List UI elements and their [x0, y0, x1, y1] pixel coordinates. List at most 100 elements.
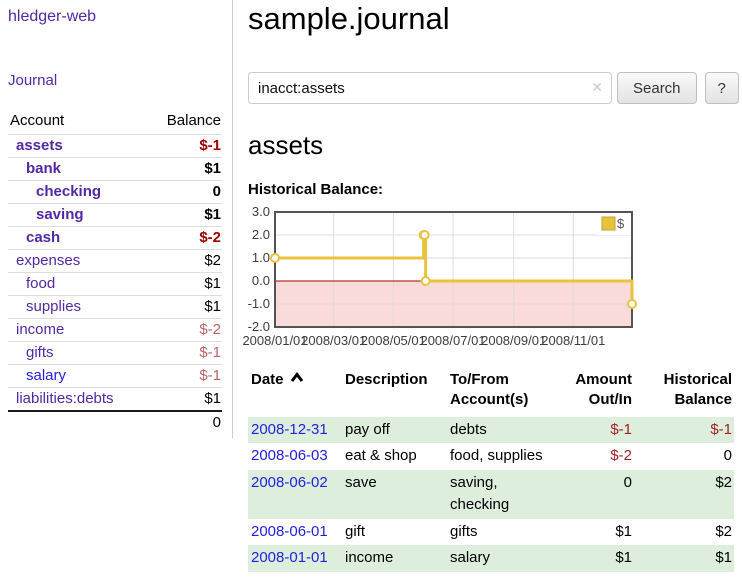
account-balance: 0: [146, 180, 222, 204]
transaction-date-cell: 2008-06-03: [248, 443, 345, 470]
accounts-total-row: 0: [8, 410, 222, 434]
account-row: income $-2: [8, 318, 222, 342]
svg-text:2.0: 2.0: [252, 227, 270, 242]
svg-text:-2.0: -2.0: [248, 319, 270, 334]
transaction-row: 2008-06-01 gift gifts $1 $2: [248, 519, 734, 546]
account-name-cell: bank: [8, 157, 147, 181]
accounts-total-value: 0: [146, 410, 222, 434]
transaction-accounts: food, supplies: [450, 447, 543, 465]
account-balance: $1: [146, 272, 222, 296]
account-row: checking 0: [8, 180, 222, 204]
account-heading: assets: [248, 130, 324, 161]
sidebar-account-link[interactable]: expenses: [16, 252, 81, 269]
transaction-balance: $2: [715, 474, 732, 492]
main-content: sample.journal ✕ Search ? assets Histori…: [233, 0, 742, 573]
account-row: salary $-1: [8, 364, 222, 388]
balance-column-header: Balance: [166, 112, 221, 129]
search-button[interactable]: Search: [617, 72, 697, 105]
transaction-description: income: [345, 549, 394, 567]
sidebar-account-link[interactable]: assets: [16, 137, 63, 154]
account-name-cell: cash: [8, 226, 147, 250]
help-button[interactable]: ?: [704, 72, 739, 105]
search-bar: ✕ Search ?: [248, 72, 739, 105]
account-row: liabilities:debts $1: [8, 387, 222, 411]
transaction-date-link[interactable]: 2008-06-02: [251, 474, 328, 492]
accounts-table: Account Balance assets $-1 bank $1 checking 0…: [8, 109, 222, 434]
svg-text:$: $: [617, 216, 625, 231]
transaction-row: 2008-06-03 eat & shop food, supplies $-2 0: [248, 443, 734, 470]
amount-column-header: Amount Out/In: [575, 371, 632, 409]
accounts-column-header: To/From Account(s): [450, 371, 529, 409]
transaction-date-link[interactable]: 2008-06-03: [251, 447, 328, 465]
app-title-link[interactable]: hledger-web: [8, 8, 97, 25]
transaction-accounts: debts: [450, 420, 487, 438]
transaction-description: gift: [345, 522, 366, 540]
svg-text:2008/05/01: 2008/05/01: [361, 333, 426, 348]
account-column-header: Account: [10, 112, 65, 129]
transaction-amount: $1: [615, 522, 632, 540]
sort-asc-icon: [290, 372, 303, 383]
transaction-balance: $1: [715, 549, 732, 567]
date-column-header[interactable]: Date: [248, 370, 345, 417]
transaction-date-cell: 2008-06-01: [248, 519, 345, 546]
page-title: sample.journal: [248, 1, 450, 36]
account-name-cell: supplies: [8, 295, 147, 319]
transaction-date-link[interactable]: 2008-01-01: [251, 549, 328, 567]
account-row: food $1: [8, 272, 222, 296]
sidebar-account-link[interactable]: checking: [36, 183, 102, 200]
account-row: saving $1: [8, 203, 222, 227]
historical-balance-chart: 2008/01/01 2008/03/01 2008/05/01 2008/07/01…: [240, 204, 652, 352]
account-balance: $-1: [146, 364, 222, 388]
account-name-cell: saving: [8, 203, 147, 227]
account-name-cell: checking: [8, 180, 147, 204]
svg-text:0.0: 0.0: [252, 273, 270, 288]
search-input[interactable]: [248, 72, 612, 105]
sidebar-account-link[interactable]: income: [16, 321, 65, 338]
account-name-cell: gifts: [8, 341, 147, 365]
transaction-row: 2008-06-02 save saving, checking 0 $2: [248, 470, 734, 519]
transaction-accounts: gifts: [450, 522, 478, 540]
transaction-amount: $-1: [610, 420, 632, 438]
transaction-description: pay off: [345, 420, 390, 438]
transaction-amount: $1: [615, 549, 632, 567]
account-name-cell: food: [8, 272, 147, 296]
transaction-date-cell: 2008-12-31: [248, 417, 345, 444]
sidebar-account-link[interactable]: gifts: [26, 344, 54, 361]
svg-text:-1.0: -1.0: [248, 296, 270, 311]
transaction-balance: 0: [723, 447, 732, 465]
balance-column-header: Historical Balance: [663, 371, 732, 409]
sidebar-account-link[interactable]: food: [26, 275, 56, 292]
search-box: ✕: [248, 72, 612, 105]
account-row: gifts $-1: [8, 341, 222, 365]
clear-search-icon[interactable]: ✕: [591, 79, 603, 96]
account-balance: $1: [146, 295, 222, 319]
sidebar-account-link[interactable]: supplies: [26, 298, 82, 315]
account-row: supplies $1: [8, 295, 222, 319]
nav-journal-link[interactable]: Journal: [8, 72, 58, 89]
sidebar-account-link[interactable]: bank: [26, 160, 62, 177]
sidebar-account-link[interactable]: liabilities:debts: [16, 390, 114, 407]
sidebar-account-link[interactable]: saving: [36, 206, 84, 223]
sidebar-account-link[interactable]: salary: [26, 367, 67, 384]
transaction-accounts: saving, checking: [450, 474, 510, 513]
svg-text:2008/01/01: 2008/01/01: [242, 333, 307, 348]
transaction-date-link[interactable]: 2008-12-31: [251, 420, 328, 438]
transaction-balance: $-1: [710, 420, 732, 438]
transaction-balance: $2: [715, 522, 732, 540]
svg-text:2008/11/01: 2008/11/01: [541, 333, 605, 348]
accounts-total-spacer: [8, 410, 147, 434]
transaction-date-cell: 2008-01-01: [248, 545, 345, 572]
chart-canvas: 2008/01/012008/03/012008/05/012008/07/01…: [242, 204, 637, 348]
sidebar: hledger-web Journal Account Balance asse…: [0, 0, 233, 438]
sidebar-account-link[interactable]: cash: [26, 229, 61, 246]
transactions-table: Date Description To/From Account(s) Amou…: [248, 370, 734, 573]
chart-title: Historical Balance:: [248, 181, 384, 199]
svg-text:3.0: 3.0: [252, 204, 270, 219]
transaction-date-link[interactable]: 2008-06-01: [251, 522, 328, 540]
transaction-amount: $-2: [610, 447, 632, 465]
account-name-cell: income: [8, 318, 147, 342]
account-row: cash $-2: [8, 226, 222, 250]
transaction-row: 2008-01-01 income salary $1 $1: [248, 545, 734, 573]
account-balance: $1: [146, 157, 222, 181]
